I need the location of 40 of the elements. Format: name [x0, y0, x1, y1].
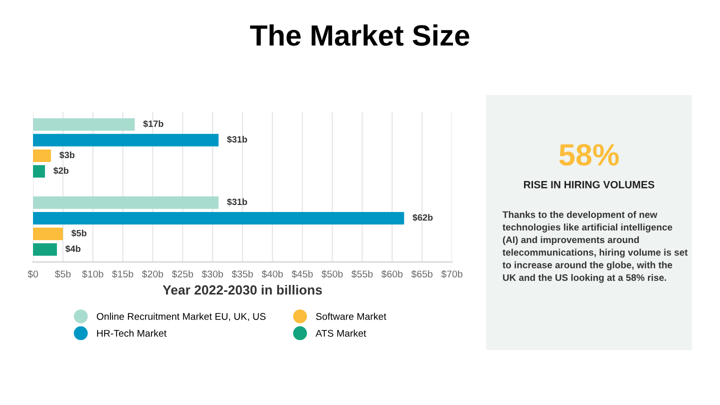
- data-label: $5b: [71, 230, 86, 237]
- x-tick-label: $0: [28, 270, 38, 278]
- x-tick-label: $50b: [322, 270, 343, 278]
- x-tick-label: $15b: [112, 270, 134, 278]
- x-tick-label: $35b: [232, 270, 253, 278]
- legend-label: ATS Market: [316, 330, 366, 337]
- x-tick-label: $10b: [82, 270, 104, 278]
- x-tick-label: $60b: [381, 270, 403, 278]
- x-tick-label: $25b: [172, 270, 194, 278]
- bar: [33, 150, 51, 162]
- data-label: $62b: [412, 214, 433, 222]
- legend-label: Online Recruitment Market EU, UK, US: [96, 312, 266, 322]
- x-tick-label: $20b: [142, 270, 164, 278]
- data-label: $3b: [59, 151, 74, 159]
- chart-title: The Market Size: [250, 24, 470, 46]
- bar: [33, 243, 57, 256]
- text: Thanks to the development of new technologies like artificial intelligence (AI) and improvements around telecommunications, hiring volume is set to increase around the globe, with the UK and the US looking at a 58% rise.: [502, 211, 688, 283]
- x-tick-label: $40b: [262, 270, 283, 278]
- legend-label: Software Market: [316, 312, 386, 320]
- x-tick-label: $55b: [352, 270, 373, 278]
- bar: [33, 212, 404, 224]
- text: RISE IN HIRING VOLUMES: [524, 180, 654, 188]
- data-label: $31b: [227, 136, 248, 144]
- bar: [33, 118, 135, 131]
- bar: [33, 165, 45, 178]
- legend-label: HR-Tech Market: [97, 330, 167, 337]
- x-tick-label: $30b: [202, 270, 223, 278]
- bar: [33, 196, 219, 209]
- x-tick-label: $5b: [54, 270, 71, 278]
- bar: [33, 134, 219, 146]
- x-tick-label: $70b: [441, 270, 462, 278]
- x-tick-label: $65b: [411, 270, 432, 278]
- data-label: $17b: [143, 120, 164, 128]
- x-tick-label: $45b: [292, 270, 313, 278]
- data-label: $31b: [227, 198, 248, 206]
- x-axis-title: Year 2022-2030 in billions: [162, 284, 322, 295]
- text: 58%: [559, 144, 619, 166]
- bar: [33, 228, 63, 240]
- data-label: $2b: [53, 167, 68, 174]
- data-label: $4b: [65, 245, 80, 253]
